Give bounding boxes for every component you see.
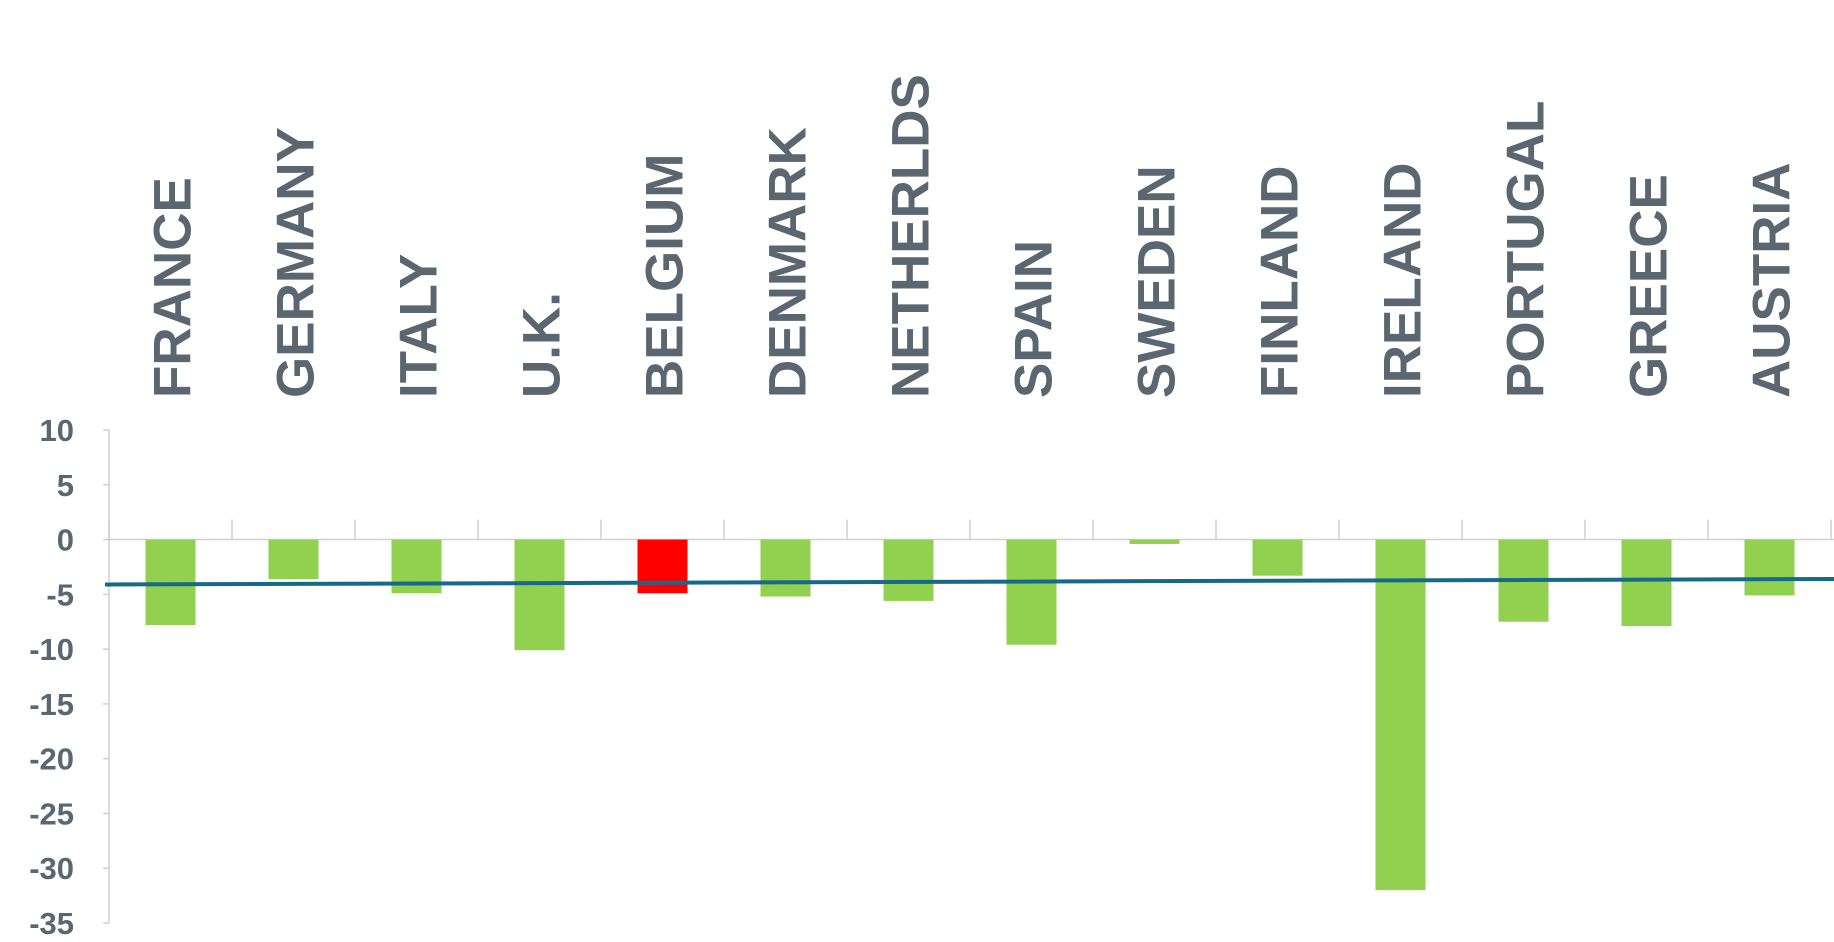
- reference-line-layer: [104, 576, 1834, 587]
- category-labels-layer: FRANCE GERMANY ITALY U.K. BELGIUM DENMARK NETH…: [144, 74, 1802, 398]
- bar-austria: [1744, 539, 1795, 596]
- bar-germany: [268, 539, 319, 579]
- y-tick-label: -15: [29, 687, 74, 722]
- y-tick-label: -5: [46, 577, 74, 612]
- category-label: FRANCE: [144, 177, 203, 398]
- reference-line: [104, 576, 1834, 587]
- bar-ireland: [1375, 539, 1426, 891]
- category-label: BELGIUM: [636, 154, 695, 398]
- bar-u-k: [514, 539, 565, 651]
- category-label: SPAIN: [1005, 240, 1064, 398]
- category-label: SWEDEN: [1128, 165, 1187, 398]
- category-label: GREECE: [1620, 174, 1679, 398]
- y-tick-label: -35: [29, 906, 74, 937]
- axis-layer: 10 5 0 -5 -10 -15 -20 -25 -30 -35: [29, 413, 1834, 941]
- y-tick-label: 5: [57, 468, 74, 503]
- category-label: NETHERLDS: [882, 74, 941, 398]
- category-label: DENMARK: [759, 127, 818, 398]
- bar-greece: [1621, 539, 1672, 627]
- category-label: ITALY: [390, 254, 449, 398]
- category-label: U.K.: [513, 292, 572, 398]
- category-label: GERMANY: [267, 127, 326, 398]
- category-label: PORTUGAL: [1497, 101, 1556, 398]
- y-tick-label: -10: [29, 632, 74, 667]
- y-tick-label: -25: [29, 796, 74, 831]
- bar-netherlds: [883, 539, 934, 601]
- y-tick-label: -20: [29, 742, 74, 777]
- bar-denmark: [760, 539, 811, 597]
- y-tick-label: 10: [40, 413, 74, 448]
- bar-belgium: [637, 539, 688, 594]
- y-tick-label: -30: [29, 851, 74, 886]
- bars-layer: [145, 539, 1795, 891]
- bar-finland: [1252, 539, 1303, 576]
- bar-spain: [1006, 539, 1057, 645]
- category-label: IRELAND: [1374, 162, 1433, 398]
- category-label: FINLAND: [1251, 165, 1310, 398]
- bar-sweden: [1129, 539, 1180, 544]
- category-label: AUSTRIA: [1743, 162, 1802, 398]
- y-tick-label: 0: [57, 523, 74, 558]
